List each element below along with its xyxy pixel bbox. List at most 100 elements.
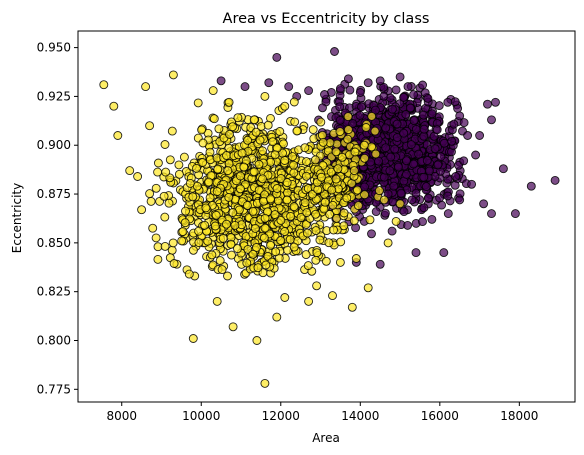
- data-point: [384, 239, 392, 247]
- data-point: [484, 100, 492, 108]
- data-point: [178, 237, 186, 245]
- data-point: [301, 199, 309, 207]
- y-axis: 0.7750.8000.8250.8500.8750.9000.9250.950: [37, 41, 78, 397]
- x-tick-label: 10000: [182, 409, 220, 423]
- data-point: [313, 282, 321, 290]
- data-point: [488, 210, 496, 218]
- data-point: [302, 158, 310, 166]
- data-point: [261, 92, 269, 100]
- data-point: [175, 170, 183, 178]
- data-point: [397, 189, 405, 197]
- x-tick-label: 16000: [421, 409, 459, 423]
- data-point: [259, 147, 267, 155]
- data-point: [271, 151, 279, 159]
- data-point: [328, 186, 336, 194]
- data-point: [228, 251, 236, 259]
- data-point: [527, 182, 535, 190]
- data-point: [492, 98, 500, 106]
- data-point: [251, 224, 259, 232]
- data-point: [410, 91, 418, 99]
- data-point: [181, 219, 189, 227]
- data-point: [195, 227, 203, 235]
- data-point: [160, 192, 168, 200]
- data-point: [312, 227, 320, 235]
- data-point: [361, 154, 369, 162]
- data-point: [249, 250, 257, 258]
- data-point: [452, 173, 460, 181]
- data-point: [154, 255, 162, 263]
- data-point: [336, 103, 344, 111]
- data-point: [444, 98, 452, 106]
- data-point: [388, 105, 396, 113]
- data-point: [261, 224, 269, 232]
- data-point: [169, 239, 177, 247]
- data-point: [189, 193, 197, 201]
- data-point: [396, 73, 404, 81]
- y-tick-label: 0.850: [37, 236, 71, 250]
- data-point: [499, 165, 507, 173]
- data-point: [313, 249, 321, 257]
- data-point: [254, 264, 262, 272]
- data-point: [240, 163, 248, 171]
- data-point: [225, 98, 233, 106]
- data-point: [126, 167, 134, 175]
- x-tick-label: 18000: [500, 409, 538, 423]
- data-point: [168, 127, 176, 135]
- data-point: [424, 94, 432, 102]
- data-point: [193, 164, 201, 172]
- data-point: [198, 126, 206, 134]
- data-point: [199, 159, 207, 167]
- data-point: [162, 168, 170, 176]
- data-point: [234, 114, 242, 122]
- y-tick-label: 0.900: [37, 138, 71, 152]
- data-point: [110, 102, 118, 110]
- data-point: [334, 165, 342, 173]
- data-point: [408, 196, 416, 204]
- data-point: [350, 167, 358, 175]
- data-point: [358, 103, 366, 111]
- data-point: [382, 124, 390, 132]
- data-point: [269, 138, 277, 146]
- data-point: [142, 83, 150, 91]
- data-point: [450, 120, 458, 128]
- data-point: [277, 237, 285, 245]
- data-point: [428, 215, 436, 223]
- data-point: [407, 141, 415, 149]
- data-point: [420, 111, 428, 119]
- data-point: [440, 249, 448, 257]
- data-point: [419, 81, 427, 89]
- data-point: [332, 175, 340, 183]
- data-point: [387, 153, 395, 161]
- data-point: [182, 207, 190, 215]
- data-point: [422, 183, 430, 191]
- data-point: [410, 117, 418, 125]
- data-point: [336, 85, 344, 93]
- data-point: [287, 212, 295, 220]
- data-point: [206, 194, 214, 202]
- data-point: [331, 48, 339, 56]
- data-point: [392, 217, 400, 225]
- data-point: [290, 169, 298, 177]
- data-point: [319, 138, 327, 146]
- data-point: [219, 234, 227, 242]
- data-point: [260, 234, 268, 242]
- data-point: [259, 175, 267, 183]
- data-point: [241, 83, 249, 91]
- data-point: [250, 116, 258, 124]
- data-point: [406, 104, 414, 112]
- data-point: [488, 116, 496, 124]
- data-point: [305, 297, 313, 305]
- data-point: [262, 261, 270, 269]
- data-point: [199, 139, 207, 147]
- data-point: [380, 196, 388, 204]
- data-point: [344, 126, 352, 134]
- data-point: [371, 127, 379, 135]
- data-point: [464, 132, 472, 140]
- data-point: [337, 238, 345, 246]
- data-point: [224, 167, 232, 175]
- data-point: [238, 149, 246, 157]
- data-point: [400, 129, 408, 137]
- data-point: [433, 126, 441, 134]
- data-point: [420, 125, 428, 133]
